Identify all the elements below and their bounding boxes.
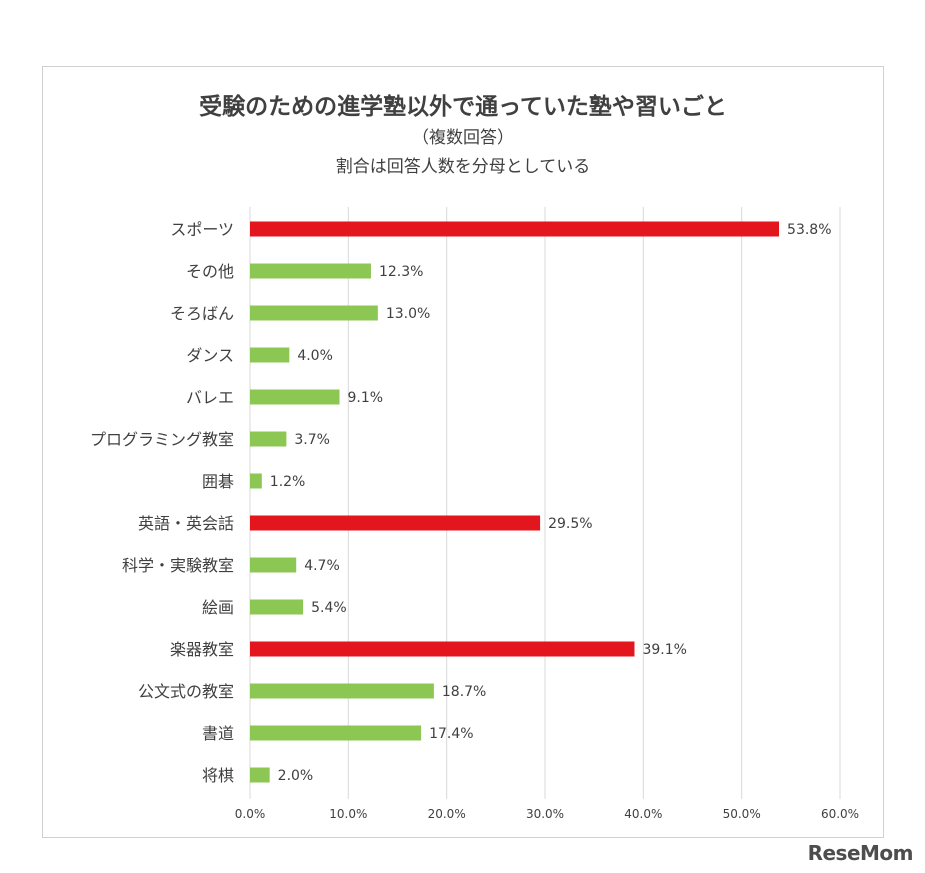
bar [250, 431, 287, 447]
data-label: 9.1% [347, 390, 383, 406]
bar-chart-plot: 0.0% 10.0% 20.0% 30.0% 40.0% 50.0% 60.0% スポーツ 53… [90, 207, 859, 821]
x-tick-label: 30.0% [526, 807, 564, 821]
data-label: 13.0% [386, 306, 430, 322]
category-label: 書道 [202, 724, 234, 743]
x-tick-label: 40.0% [624, 807, 662, 821]
bar [250, 599, 304, 615]
bar [250, 221, 780, 237]
data-label: 4.0% [297, 348, 333, 364]
category-label: プログラミング教室 [90, 430, 234, 449]
resemom-logo: ReseMom [807, 841, 914, 865]
category-label: 囲碁 [202, 472, 234, 491]
data-label: 39.1% [642, 642, 686, 658]
bar [250, 725, 422, 741]
bar [250, 515, 541, 531]
category-label: 楽器教室 [170, 640, 234, 659]
bar [250, 473, 262, 489]
bar [250, 557, 297, 573]
data-label: 2.0% [278, 768, 314, 784]
x-tick-label: 0.0% [235, 807, 266, 821]
chart-frame: 受験のための進学塾以外で通っていた塾や習いごと （複数回答） 割合は回答人数を分… [42, 66, 884, 838]
x-tick-label: 20.0% [428, 807, 466, 821]
category-label: スポーツ [170, 220, 234, 239]
chart-subtitle: （複数回答） [412, 128, 514, 148]
category-label: 将棋 [202, 766, 234, 785]
bar [250, 683, 434, 699]
category-label: 科学・実験教室 [122, 556, 234, 575]
bar [250, 305, 378, 321]
data-label: 3.7% [294, 432, 330, 448]
category-label: バレエ [186, 388, 234, 407]
bar [250, 641, 635, 657]
chart-subtitle-note: 割合は回答人数を分母としている [335, 157, 591, 177]
category-label: そろばん [170, 304, 234, 323]
data-label: 1.2% [270, 474, 306, 490]
data-label: 4.7% [304, 558, 340, 574]
data-label: 53.8% [787, 222, 831, 238]
data-label: 5.4% [311, 600, 347, 616]
data-label: 18.7% [442, 684, 486, 700]
bar [250, 263, 371, 279]
chart-title: 受験のための進学塾以外で通っていた塾や習いごと [199, 94, 727, 120]
category-label: 絵画 [202, 598, 234, 617]
bar [250, 347, 290, 363]
data-label: 17.4% [429, 726, 473, 742]
bar [250, 767, 270, 783]
bar [250, 389, 340, 405]
x-tick-label: 50.0% [723, 807, 761, 821]
data-label: 29.5% [548, 516, 592, 532]
x-tick-label: 10.0% [329, 807, 367, 821]
category-label: その他 [186, 262, 234, 281]
data-label: 12.3% [379, 264, 423, 280]
x-tick-label: 60.0% [821, 807, 859, 821]
category-label: 英語・英会話 [138, 514, 234, 533]
category-label: 公文式の教室 [138, 682, 234, 701]
category-label: ダンス [186, 346, 234, 365]
